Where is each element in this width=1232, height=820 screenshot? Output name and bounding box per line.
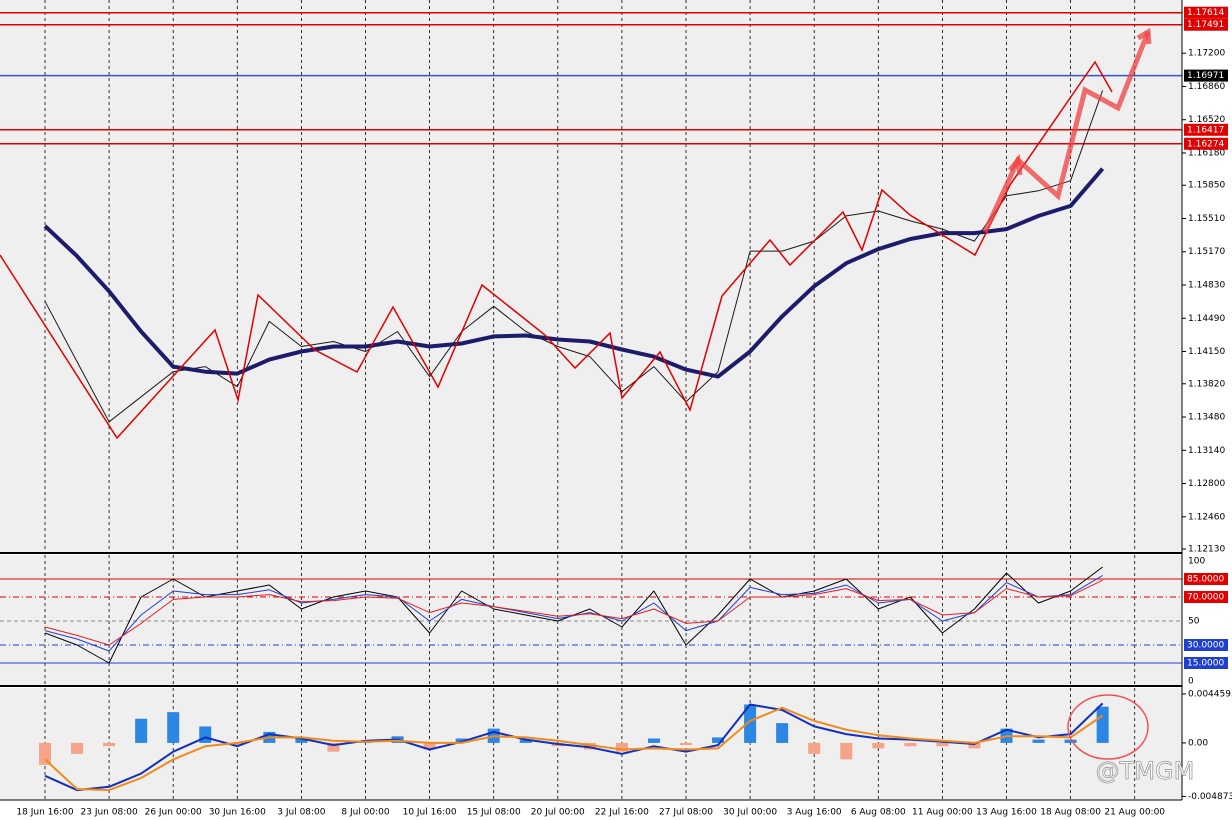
y-tick-label: 1.15170 xyxy=(1188,247,1225,257)
zigzag xyxy=(0,60,1113,440)
histogram-bar xyxy=(840,742,853,760)
histogram-bar xyxy=(455,738,468,743)
y-tick-label: 100 xyxy=(1188,557,1205,567)
histogram-bar xyxy=(968,742,981,749)
histogram-bar xyxy=(808,742,821,754)
y-tick-label: 30.0000 xyxy=(1187,641,1224,651)
level-label: 1.17491 xyxy=(1187,20,1224,30)
x-tick-label: 18 Aug 08:00 xyxy=(1040,808,1101,818)
x-tick-label: 18 Jun 16:00 xyxy=(16,808,73,818)
x-tick-label: 26 Jun 00:00 xyxy=(145,808,202,818)
watermark: @TMGM xyxy=(1096,757,1195,785)
histogram-bar xyxy=(231,742,244,746)
y-tick-label: 70.0000 xyxy=(1187,593,1224,603)
forecast-arrows xyxy=(982,27,1152,234)
y-tick-label: 1.13820 xyxy=(1188,379,1225,389)
histogram-bar xyxy=(135,718,148,743)
y-tick-label: 1.14830 xyxy=(1188,280,1225,290)
y-tick-label: 0 xyxy=(1188,677,1194,687)
y-tick-label: 1.15850 xyxy=(1188,181,1225,191)
x-tick-label: 6 Aug 08:00 xyxy=(851,808,906,818)
level-box xyxy=(1184,137,1228,150)
level-box xyxy=(1184,123,1228,136)
level-label: 1.16417 xyxy=(1187,125,1224,135)
histogram-bar xyxy=(423,742,436,750)
y-tick-label: 1.13480 xyxy=(1188,413,1225,423)
y-tick-label: 1.16520 xyxy=(1188,115,1225,125)
histogram-bar xyxy=(647,738,660,743)
level-box xyxy=(1184,657,1228,669)
histogram-bar xyxy=(936,742,949,747)
x-tick-label: 30 Jun 16:00 xyxy=(209,808,266,818)
y-tick-label: 1.12800 xyxy=(1188,479,1225,489)
series-line xyxy=(44,574,1103,652)
x-tick-label: 30 Jul 00:00 xyxy=(723,808,777,818)
histogram-bar xyxy=(904,742,917,747)
x-tick-label: 3 Jul 08:00 xyxy=(277,808,326,818)
x-tick-label: 27 Jul 08:00 xyxy=(659,808,713,818)
histogram-bar xyxy=(39,742,51,765)
x-tick-label: 3 Aug 16:00 xyxy=(787,808,842,818)
y-tick-label: 85.0000 xyxy=(1187,575,1224,585)
y-tick-label: 1.12130 xyxy=(1188,545,1225,555)
highlight-circle xyxy=(1067,694,1149,760)
histogram-bar xyxy=(71,742,84,754)
y-tick-label: 0.0044593 xyxy=(1188,689,1232,699)
y-tick-label: 15.0000 xyxy=(1187,659,1224,669)
y-tick-label: 1.14490 xyxy=(1188,314,1225,324)
y-tick-label: 1.12460 xyxy=(1188,512,1225,522)
y-tick-label: 1.17200 xyxy=(1188,49,1225,59)
series-line xyxy=(44,706,1104,792)
histogram-bar xyxy=(199,726,212,743)
histogram-bar xyxy=(327,742,340,752)
histogram-bar xyxy=(1032,739,1045,743)
histogram-bar xyxy=(1096,706,1109,743)
x-tick-label: 22 Jul 16:00 xyxy=(595,808,649,818)
level-box xyxy=(1184,6,1228,19)
y-tick-label: 0.00 xyxy=(1188,738,1208,748)
histogram-bar xyxy=(1064,739,1077,743)
level-box xyxy=(1184,69,1228,82)
level-box xyxy=(1184,573,1228,585)
level-box xyxy=(1184,591,1228,603)
histogram-bar xyxy=(615,742,628,752)
y-tick-label: 1.16860 xyxy=(1188,82,1225,92)
level-label: 1.17614 xyxy=(1187,8,1224,18)
histogram-bar xyxy=(519,739,532,743)
series-line xyxy=(44,579,1103,646)
histogram-bar xyxy=(744,704,757,743)
histogram-bar xyxy=(680,742,692,746)
x-tick-label: 10 Jul 16:00 xyxy=(403,808,457,818)
y-tick-label: -0.004873 xyxy=(1188,792,1232,802)
level-box xyxy=(1184,18,1228,31)
x-tick-label: 15 Jul 08:00 xyxy=(467,808,521,818)
price-panel xyxy=(0,0,1182,552)
histogram-bar xyxy=(167,712,180,743)
level-label: 1.16971 xyxy=(1187,71,1224,81)
histogram-bar xyxy=(295,737,308,743)
y-tick-label: 1.14150 xyxy=(1188,347,1225,357)
series-line xyxy=(43,167,1105,379)
y-tick-label: 50 xyxy=(1188,617,1200,627)
histogram-bar xyxy=(712,737,725,743)
x-tick-label: 21 Aug 00:00 xyxy=(1104,808,1165,818)
y-tick-label: 1.16180 xyxy=(1188,148,1225,158)
histogram-bar xyxy=(872,742,885,749)
x-tick-label: 23 Jun 08:00 xyxy=(81,808,138,818)
histogram-bar xyxy=(583,742,596,750)
histogram-bar xyxy=(776,723,789,743)
x-tick-label: 13 Aug 16:00 xyxy=(976,808,1037,818)
x-tick-label: 8 Jul 00:00 xyxy=(341,808,390,818)
y-tick-label: 1.15510 xyxy=(1188,214,1225,224)
level-label: 1.16274 xyxy=(1187,139,1224,149)
histogram-bar xyxy=(103,742,116,747)
x-tick-label: 20 Jul 00:00 xyxy=(531,808,585,818)
y-tick-label: 1.13140 xyxy=(1188,446,1225,456)
level-box xyxy=(1184,639,1228,651)
series-line xyxy=(44,702,1104,792)
x-tick-label: 11 Aug 00:00 xyxy=(912,808,973,818)
